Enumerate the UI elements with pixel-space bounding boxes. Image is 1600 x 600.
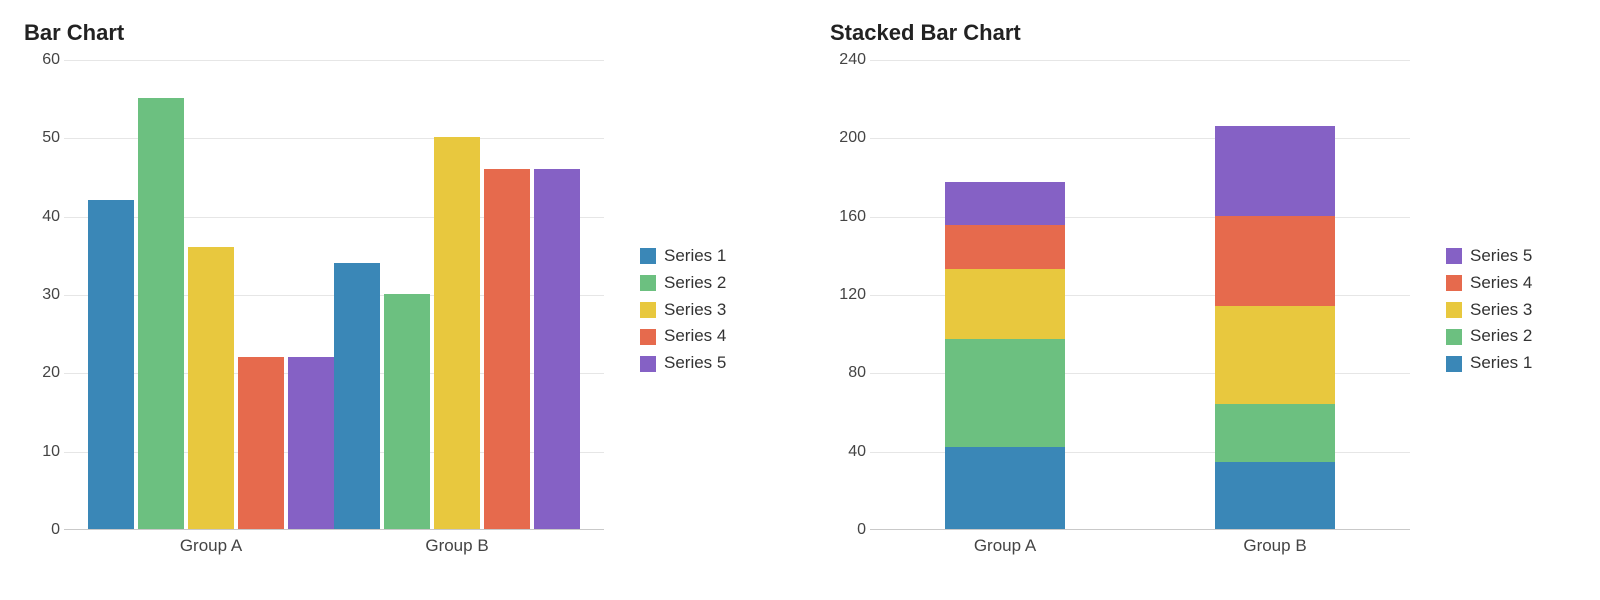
legend-swatch xyxy=(1446,248,1462,264)
legend-item: Series 4 xyxy=(1446,272,1532,295)
legend-swatch xyxy=(640,275,656,291)
bar-segment xyxy=(945,182,1065,225)
stacked-bar xyxy=(945,59,1065,529)
stacked-chart-legend: Series 5 Series 4 Series 3 Series 2 Series 1 xyxy=(1446,245,1532,376)
legend-label: Series 4 xyxy=(664,325,726,348)
legend-item: Series 1 xyxy=(1446,352,1532,375)
stacked-chart-panel: Stacked Bar Chart 04080120160200240 Grou… xyxy=(830,20,1576,560)
y-tick-label: 200 xyxy=(830,129,866,147)
bar-chart-frame: 0102030405060 Group A Group B xyxy=(64,60,604,560)
y-tick-label: 0 xyxy=(24,521,60,539)
legend-label: Series 5 xyxy=(664,352,726,375)
bar xyxy=(88,200,134,529)
bar-segment xyxy=(1215,462,1335,529)
legend-item: Series 2 xyxy=(640,272,726,295)
legend-item: Series 3 xyxy=(640,299,726,322)
x-tick-label: Group B xyxy=(1243,536,1306,556)
y-tick-label: 10 xyxy=(24,443,60,461)
stacked-bar xyxy=(1215,59,1335,529)
legend-item: Series 4 xyxy=(640,325,726,348)
bar xyxy=(434,137,480,529)
legend-swatch xyxy=(640,356,656,372)
stacked-chart-row: 04080120160200240 Group A Group B Series … xyxy=(830,60,1576,560)
bar-chart-plot: 0102030405060 xyxy=(64,60,604,530)
legend-swatch xyxy=(640,302,656,318)
bar-segment xyxy=(1215,404,1335,463)
legend-item: Series 1 xyxy=(640,245,726,268)
bar-segment xyxy=(1215,216,1335,306)
bar-chart-legend: Series 1 Series 2 Series 3 Series 4 Series 5 xyxy=(640,245,726,376)
legend-swatch xyxy=(1446,329,1462,345)
legend-swatch xyxy=(1446,302,1462,318)
bar-segment xyxy=(945,269,1065,340)
legend-item: Series 5 xyxy=(1446,245,1532,268)
stacked-chart-frame: 04080120160200240 Group A Group B xyxy=(870,60,1410,560)
bar xyxy=(238,357,284,529)
y-tick-label: 240 xyxy=(830,51,866,69)
stacked-chart-x-labels: Group A Group B xyxy=(870,530,1410,560)
y-tick-label: 40 xyxy=(830,443,866,461)
y-tick-label: 80 xyxy=(830,364,866,382)
bar-chart-title: Bar Chart xyxy=(24,20,770,46)
bar-segment xyxy=(945,339,1065,447)
bar-segment xyxy=(1215,306,1335,404)
x-tick-label: Group A xyxy=(180,536,242,556)
x-tick-label: Group A xyxy=(974,536,1036,556)
legend-label: Series 2 xyxy=(664,272,726,295)
y-tick-label: 20 xyxy=(24,364,60,382)
bar-chart-x-labels: Group A Group B xyxy=(64,530,604,560)
bar xyxy=(384,294,430,529)
legend-item: Series 2 xyxy=(1446,325,1532,348)
stacked-chart-title: Stacked Bar Chart xyxy=(830,20,1576,46)
bar-segment xyxy=(1215,126,1335,216)
legend-item: Series 3 xyxy=(1446,299,1532,322)
legend-label: Series 1 xyxy=(664,245,726,268)
legend-swatch xyxy=(1446,356,1462,372)
bar xyxy=(484,169,530,529)
legend-label: Series 2 xyxy=(1470,325,1532,348)
x-tick-label: Group B xyxy=(425,536,488,556)
y-tick-label: 160 xyxy=(830,208,866,226)
bar xyxy=(288,357,334,529)
bar-chart-row: 0102030405060 Group AGroup B Series 1Ser… xyxy=(24,60,770,560)
y-axis-labels: 0102030405060 xyxy=(24,60,60,529)
legend-swatch xyxy=(640,329,656,345)
y-tick-label: 120 xyxy=(830,286,866,304)
panels: Bar Chart 0102030405060 Group AGroup B S… xyxy=(24,20,1576,560)
legend-label: Series 1 xyxy=(1470,352,1532,375)
y-tick-label: 40 xyxy=(24,208,60,226)
legend-label: Series 4 xyxy=(1470,272,1532,295)
legend-item: Series 5 xyxy=(640,352,726,375)
y-tick-label: 50 xyxy=(24,129,60,147)
legend-swatch xyxy=(640,248,656,264)
y-tick-label: 60 xyxy=(24,51,60,69)
legend-label: Series 3 xyxy=(664,299,726,322)
y-tick-label: 0 xyxy=(830,521,866,539)
legend-label: Series 3 xyxy=(1470,299,1532,322)
bar xyxy=(138,98,184,529)
gridline xyxy=(64,60,604,61)
bar xyxy=(334,263,380,529)
stacked-chart-plot: 04080120160200240 xyxy=(870,60,1410,530)
y-tick-label: 30 xyxy=(24,286,60,304)
bar-chart-panel: Bar Chart 0102030405060 Group AGroup B S… xyxy=(24,20,770,560)
legend-label: Series 5 xyxy=(1470,245,1532,268)
bar-segment xyxy=(945,225,1065,268)
bar-segment xyxy=(945,447,1065,529)
bar xyxy=(188,247,234,529)
legend-swatch xyxy=(1446,275,1462,291)
y-axis-labels: 04080120160200240 xyxy=(830,60,866,529)
bar xyxy=(534,169,580,529)
